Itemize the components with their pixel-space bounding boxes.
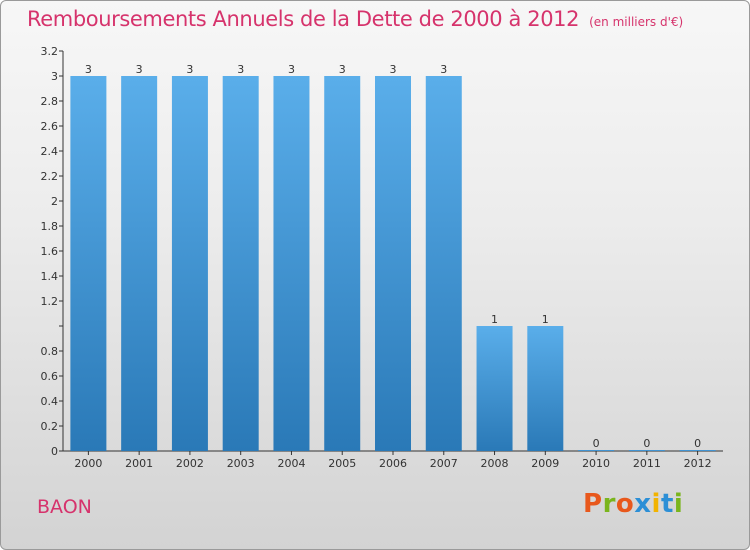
data-label-2005: 3 [339,63,346,76]
y-tick-label: 2.2 [41,170,59,183]
data-label-2007: 3 [440,63,447,76]
x-tick-label: 2011 [633,457,661,470]
x-tick-label: 2010 [582,457,610,470]
bar-2003 [222,76,259,451]
x-tick-label: 2002 [176,457,204,470]
logo-letter: t [660,489,674,519]
data-label-2009: 1 [542,313,549,326]
proxiti-logo[interactable]: Proxiti [583,489,683,519]
x-tick-label: 2004 [277,457,305,470]
data-label-2008: 1 [491,313,498,326]
x-tick-label: 2000 [74,457,102,470]
x-tick-label: 2003 [227,457,255,470]
bar-2001 [121,76,158,451]
x-tick-label: 2007 [430,457,458,470]
chart-data-labels: 3 3 3 3 3 3 3 3 1 1 0 0 0 [85,63,701,450]
commune-name: BAON [37,496,92,518]
bar-2005 [324,76,361,451]
x-tick-label: 2008 [481,457,509,470]
data-label-2011: 0 [643,437,650,450]
bar-2012 [679,450,716,451]
logo-letter: r [602,489,616,519]
logo-letter: i [651,489,661,519]
bar-2011 [628,450,665,451]
y-tick-label: 1.4 [41,270,59,283]
data-label-2004: 3 [288,63,295,76]
y-tick-label: 2.6 [41,120,59,133]
bar-2010 [578,450,615,451]
data-label-2010: 0 [593,437,600,450]
x-tick-label: 2005 [328,457,356,470]
y-tick-label: 0.2 [41,420,59,433]
data-label-2000: 3 [85,63,92,76]
y-tick-label: 2 [51,195,58,208]
chart-bars [70,76,716,451]
data-label-2002: 3 [186,63,193,76]
y-tick-label: 2.4 [41,145,59,158]
y-tick-label: 3 [51,70,58,83]
x-tick-label: 2001 [125,457,153,470]
chart-axes: 00.20.40.60.81.21.41.61.822.22.42.62.833… [41,45,723,470]
logo-letter: i [673,489,684,519]
bar-2002 [171,76,208,451]
y-tick-label: 1.8 [41,220,59,233]
y-tick-label: 2.8 [41,95,59,108]
bar-2007 [425,76,462,451]
bar-2008 [476,326,513,451]
logo-letter: x [634,489,652,519]
logo-letter: o [615,489,635,519]
y-tick-label: 3.2 [41,45,59,58]
y-tick-label: 0.4 [41,395,59,408]
logo-letter: P [583,489,603,519]
x-tick-label: 2006 [379,457,407,470]
bar-2006 [375,76,411,451]
y-tick-label: 1.6 [41,245,59,258]
y-tick-label: 0.8 [41,345,59,358]
chart-unit-label: (en milliers d'€) [589,15,684,29]
data-label-2003: 3 [237,63,244,76]
x-tick-label: 2012 [684,457,712,470]
data-label-2006: 3 [390,63,397,76]
y-tick-label: 0.6 [41,370,59,383]
data-label-2012: 0 [694,437,701,450]
y-tick-label: 1.2 [41,295,59,308]
bar-2009 [527,326,564,451]
data-label-2001: 3 [136,63,143,76]
chart-title-text: Remboursements Annuels de la Dette de 20… [27,7,580,31]
x-tick-label: 2009 [531,457,559,470]
chart-title: Remboursements Annuels de la Dette de 20… [27,7,683,31]
bar-2000 [70,76,107,451]
bar-2004 [273,76,310,451]
y-tick-label: 0 [51,445,58,458]
